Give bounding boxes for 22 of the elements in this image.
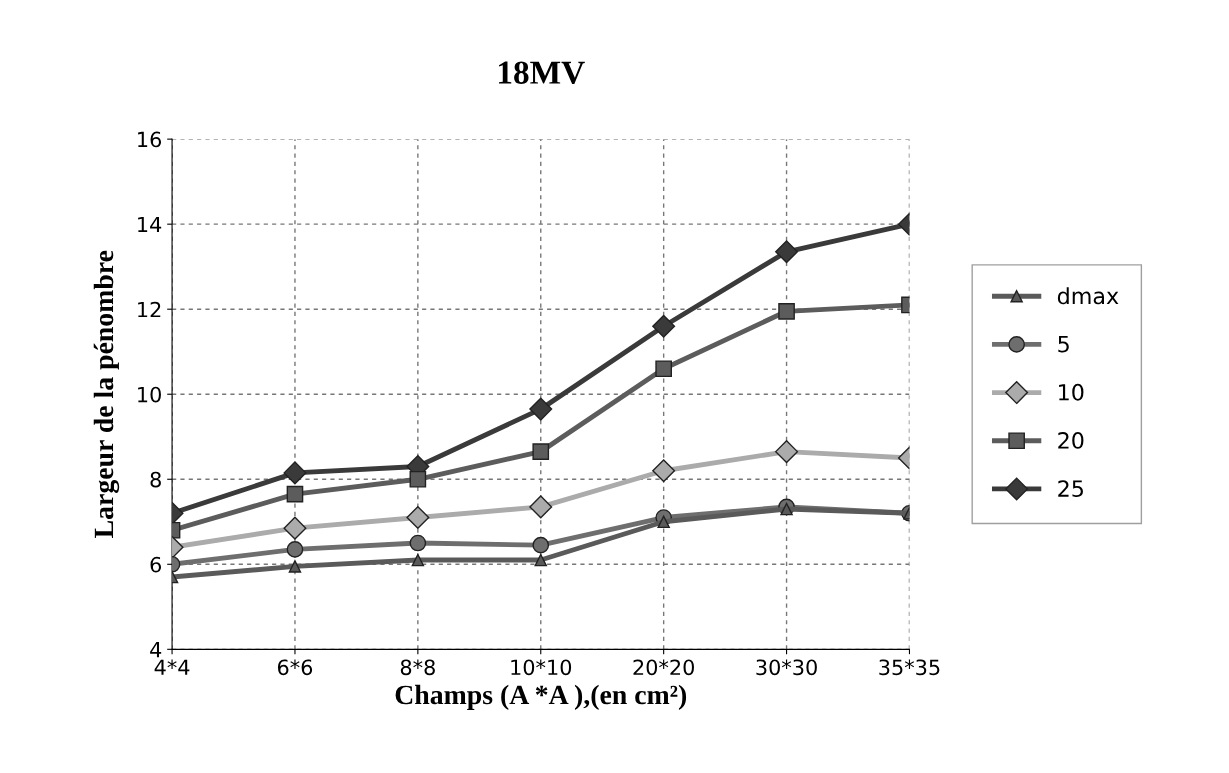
legend-label: dmax [1057,287,1119,305]
x-axis-title: Champs (A *A ),(en cm²) [395,684,687,710]
x-tick-label: 8*8 [400,659,435,676]
y-tick-label: 10 [138,386,161,403]
y-tick-label: 8 [150,471,161,488]
x-tick-label: 6*6 [277,659,313,676]
y-tick-label: 4 [150,642,162,658]
legend-label: 5 [1058,335,1069,353]
x-tick-label: 4*4 [154,659,190,675]
y-axis-title: Largeur de la pénombre [93,250,120,538]
x-tick-label: 35*35 [879,659,940,676]
y-tick-label: 12 [138,301,161,318]
y-tick-label: 14 [138,216,162,233]
legend-label: 25 [1058,480,1083,498]
x-tick-label: 20*20 [633,659,694,676]
y-tick-label: 6 [150,556,162,573]
legend-label: 10 [1059,383,1084,401]
legend-label: 20 [1058,432,1084,449]
chart-title: 18MV [499,61,585,85]
x-tick-label: 10*10 [511,659,572,676]
x-tick-label: 30*30 [756,659,817,676]
y-tick-label: 16 [138,131,162,148]
